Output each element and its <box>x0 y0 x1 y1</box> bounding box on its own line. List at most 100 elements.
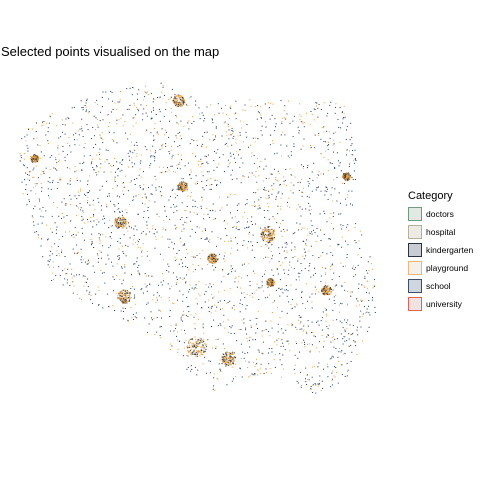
map-point <box>220 182 221 184</box>
map-point <box>347 172 350 174</box>
map-point <box>342 177 344 179</box>
map-point <box>215 348 217 349</box>
map-point <box>176 188 178 190</box>
map-point <box>92 226 94 228</box>
map-point <box>134 303 136 305</box>
map-point <box>107 114 109 116</box>
map-point <box>101 96 103 98</box>
map-point <box>224 363 226 365</box>
map-point <box>373 284 375 286</box>
map-point <box>178 163 180 165</box>
map-point <box>167 167 168 169</box>
map-point <box>31 155 33 158</box>
map-point <box>238 154 239 156</box>
map-point <box>286 113 288 115</box>
map-point <box>267 279 269 281</box>
map-point <box>142 99 144 101</box>
map-point <box>124 299 126 301</box>
map-point <box>124 266 126 268</box>
map-point <box>37 156 39 158</box>
map-point <box>226 302 228 304</box>
map-point <box>118 224 120 226</box>
map-point <box>117 223 119 225</box>
map-point <box>191 287 193 289</box>
map-point <box>352 179 354 181</box>
map-point <box>265 256 267 258</box>
map-point <box>295 288 297 290</box>
map-point <box>168 297 170 299</box>
map-point <box>268 206 270 208</box>
map-point <box>159 191 161 193</box>
map-point <box>328 325 330 327</box>
map-point <box>148 217 150 219</box>
map-point <box>119 217 121 219</box>
map-point <box>309 145 311 146</box>
map-point <box>203 350 205 352</box>
map-point <box>229 362 231 364</box>
map-point <box>343 178 345 180</box>
map-point <box>269 241 271 243</box>
map-point <box>142 231 144 233</box>
map-point <box>143 108 145 110</box>
map-point <box>146 149 148 151</box>
map-point <box>217 258 219 260</box>
map-point <box>100 111 101 113</box>
map-point <box>191 343 193 345</box>
map-point <box>286 252 288 254</box>
map-point <box>217 237 219 239</box>
map-point <box>224 121 226 123</box>
map-point <box>301 384 302 386</box>
map-point <box>117 295 119 297</box>
map-point <box>200 338 202 340</box>
map-point <box>129 292 131 294</box>
map-point <box>354 158 356 160</box>
map-point <box>37 223 39 225</box>
map-point <box>230 155 232 157</box>
map-point <box>142 243 144 245</box>
map-point <box>306 374 308 376</box>
map-point <box>290 308 292 310</box>
map-point <box>153 318 155 320</box>
map-point <box>93 214 95 215</box>
map-point <box>118 225 120 227</box>
map-point <box>99 240 101 242</box>
map-point <box>105 91 107 93</box>
map-point <box>189 143 191 145</box>
map-point <box>146 224 148 226</box>
map-point <box>32 176 34 178</box>
map-point <box>286 295 288 297</box>
map-point <box>180 184 182 186</box>
map-point <box>256 242 258 243</box>
map-point <box>317 135 319 137</box>
map-point <box>183 189 186 191</box>
map-point <box>87 196 89 198</box>
map-point <box>279 359 281 361</box>
map-point <box>258 205 260 207</box>
map-point <box>284 117 286 119</box>
map-point <box>94 271 96 273</box>
map-point <box>337 119 339 120</box>
map-point <box>278 260 280 262</box>
map-point <box>54 222 56 224</box>
map-point <box>235 276 237 278</box>
legend-item-hospital: hospital <box>408 223 473 241</box>
map-point <box>256 181 258 183</box>
map-point <box>281 193 283 195</box>
map-point <box>244 227 246 229</box>
map-point <box>294 246 296 248</box>
map-point <box>196 341 198 343</box>
map-point <box>146 129 148 131</box>
map-point <box>275 178 277 180</box>
map-point <box>161 172 163 174</box>
map-point <box>283 180 285 182</box>
map-point <box>215 126 217 128</box>
map-point <box>177 105 179 107</box>
map-point <box>180 187 182 189</box>
map-point <box>249 281 251 282</box>
map-point <box>310 388 312 389</box>
map-point <box>111 91 113 93</box>
map-point <box>133 87 135 89</box>
map-point <box>311 301 313 303</box>
map-point <box>261 233 263 235</box>
map-point <box>211 184 213 186</box>
